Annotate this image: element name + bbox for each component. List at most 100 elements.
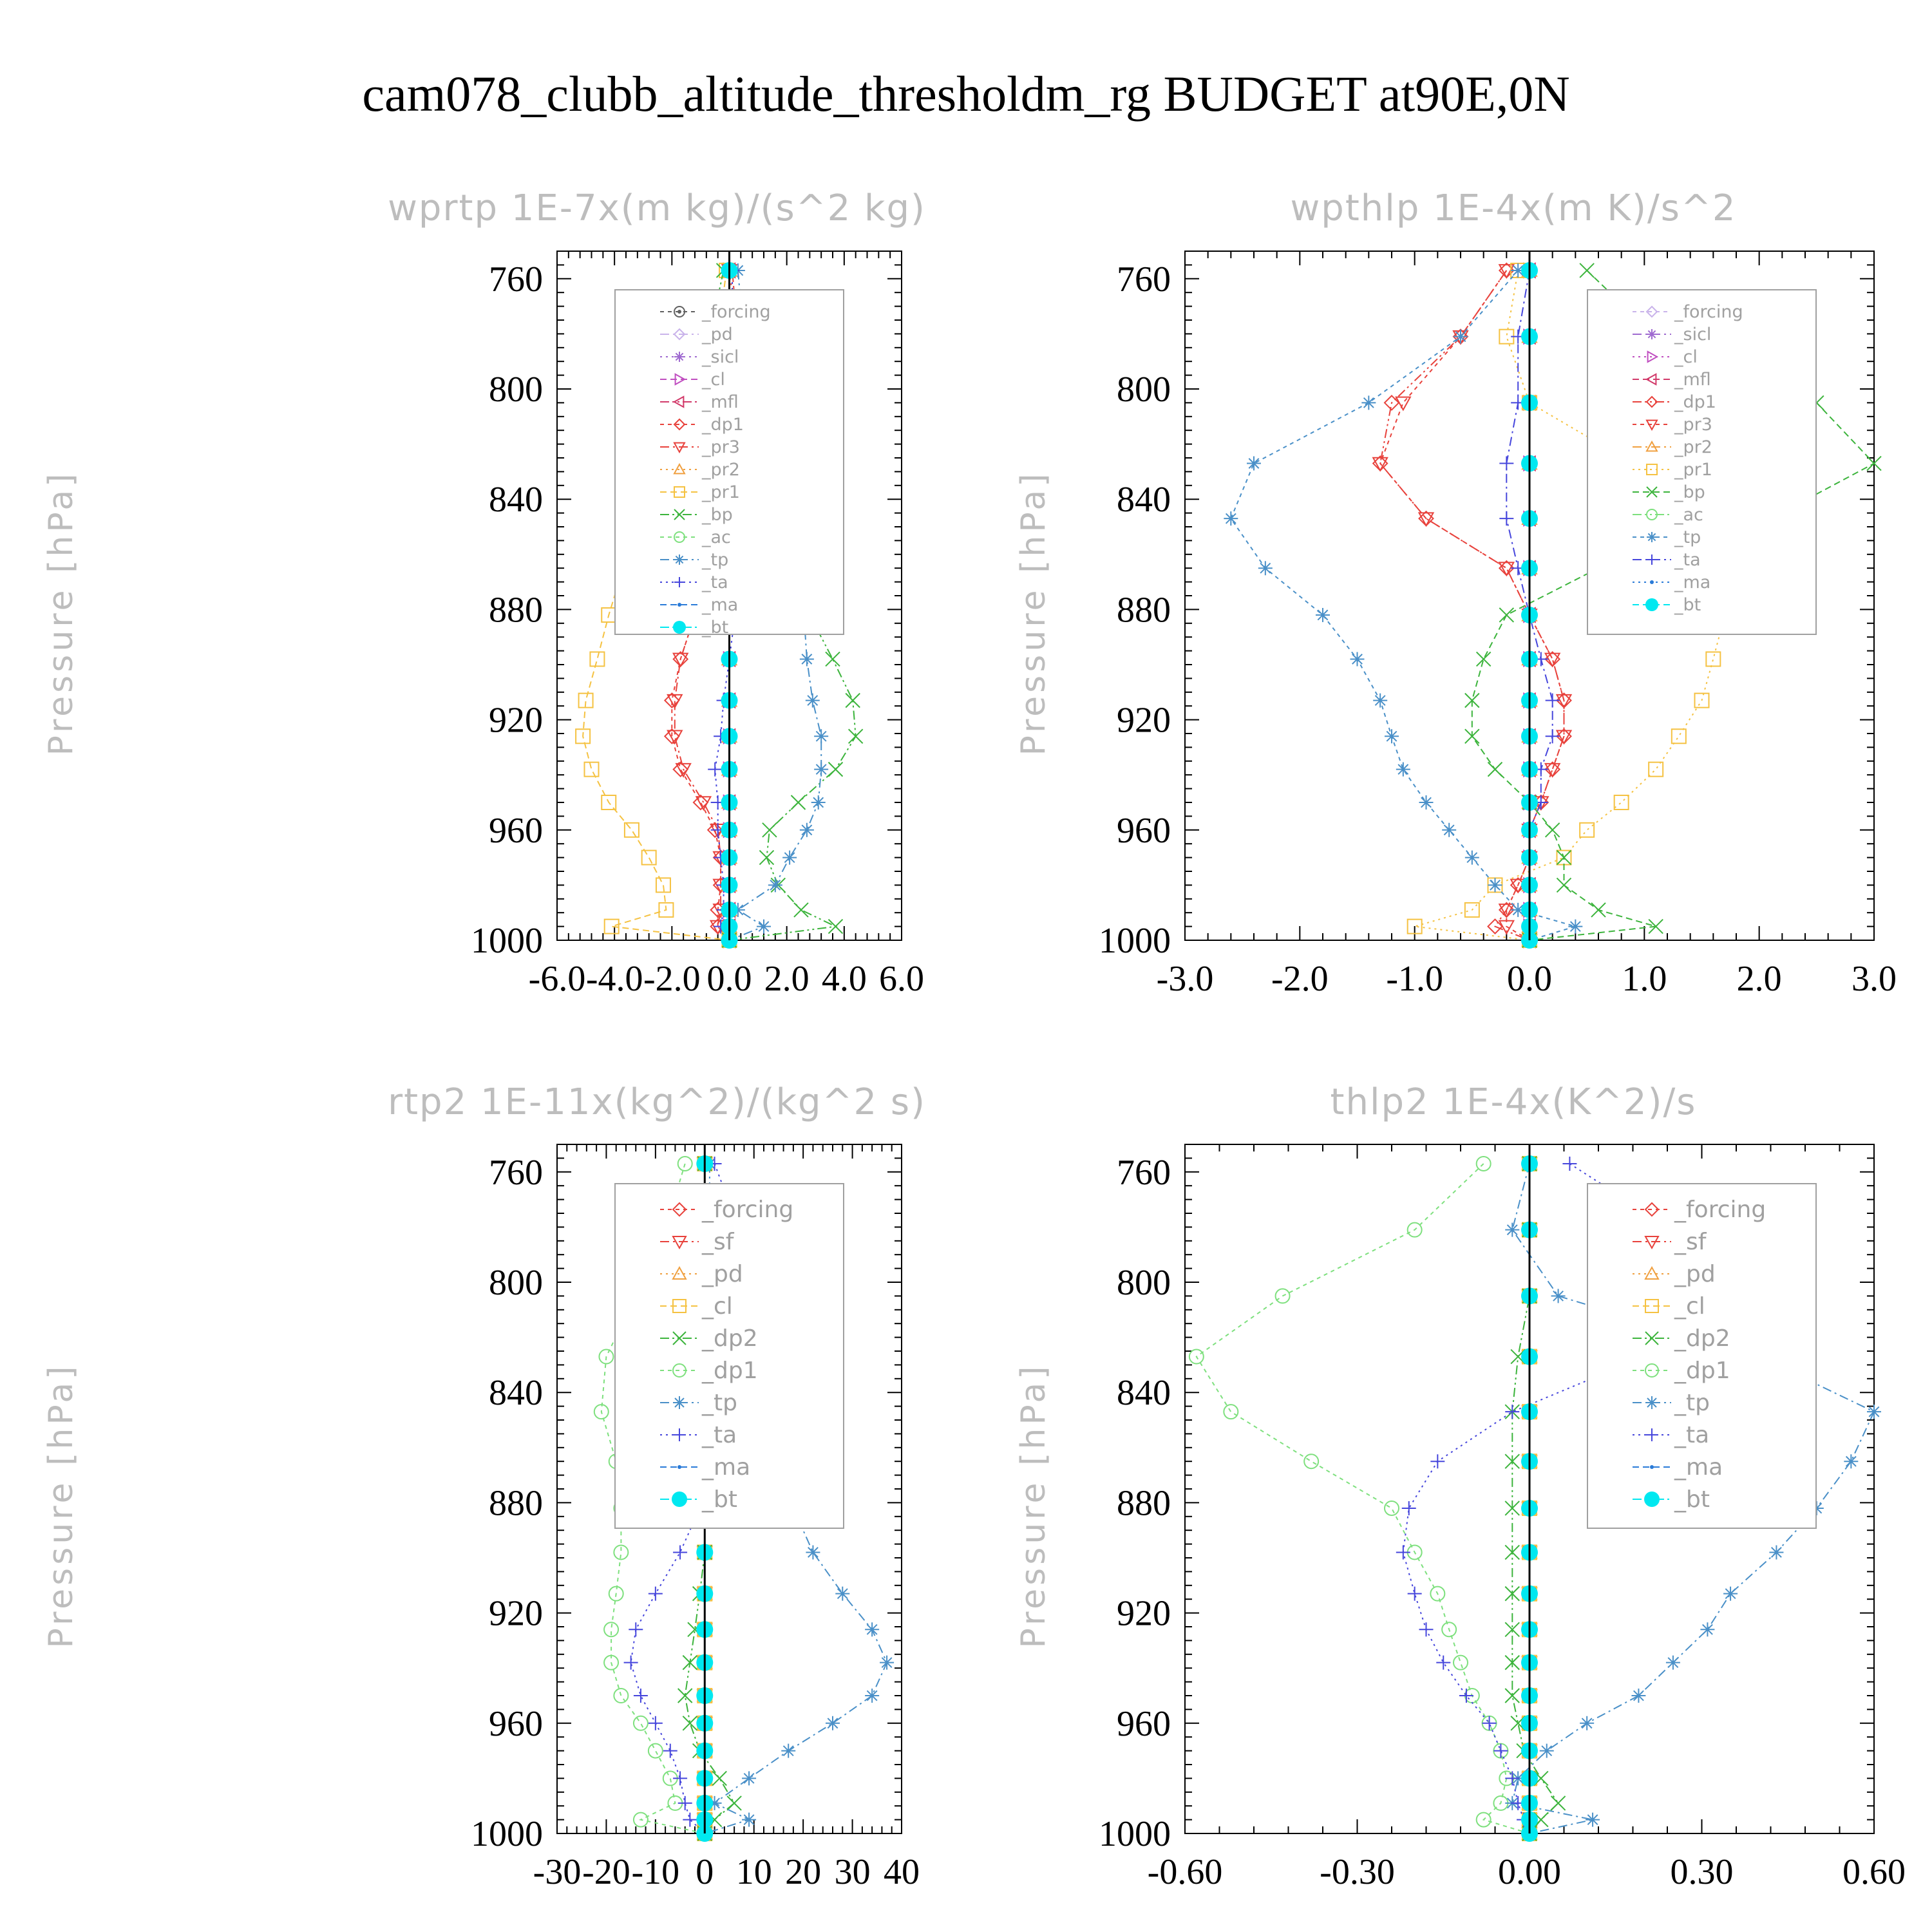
marker xyxy=(811,795,826,810)
y-tick-label: 880 xyxy=(1117,1483,1171,1523)
data-point xyxy=(1441,1622,1457,1638)
marker xyxy=(673,442,686,454)
marker xyxy=(1647,329,1657,339)
figure-title: cam078_clubb_altitude_thresholdm_rg BUDG… xyxy=(362,66,1569,122)
x-tick-label: -20 xyxy=(582,1852,630,1892)
data-point xyxy=(1498,904,1515,918)
panel-wpthlp: wpthlp 1E-4x(m K)/s^2 Pressure [hPa] 760… xyxy=(1014,187,1897,999)
legend-label: _ac xyxy=(701,527,731,547)
marker xyxy=(674,486,685,498)
marker xyxy=(1464,692,1480,708)
marker xyxy=(613,1688,629,1703)
series-pr3 xyxy=(1372,264,1573,949)
marker xyxy=(1488,878,1502,893)
data-point xyxy=(814,729,829,744)
marker xyxy=(1645,373,1657,386)
legend-entry: _ma xyxy=(1633,573,1710,592)
marker xyxy=(1556,877,1572,893)
legend-marker xyxy=(673,1428,686,1441)
marker xyxy=(1436,1655,1451,1670)
marker xyxy=(672,1265,687,1280)
x-tick-label: 1.0 xyxy=(1622,959,1667,999)
legend-label: _dp1 xyxy=(1674,1358,1730,1384)
data-point xyxy=(1384,1500,1399,1516)
marker xyxy=(672,652,689,668)
legend-entry: _pd xyxy=(660,1261,743,1287)
data-point xyxy=(1556,849,1572,866)
legend-marker xyxy=(674,577,685,587)
marker xyxy=(658,902,674,918)
series-line xyxy=(1379,270,1565,941)
data-point xyxy=(655,877,671,893)
marker xyxy=(742,1812,757,1827)
legend-entry: _pr1 xyxy=(660,482,740,502)
data-point xyxy=(806,1545,820,1560)
data-point xyxy=(589,651,605,667)
data-point xyxy=(601,795,617,810)
marker xyxy=(865,1689,880,1703)
data-point xyxy=(865,1622,880,1637)
marker xyxy=(623,1655,638,1670)
marker xyxy=(742,1771,757,1786)
legend-marker xyxy=(674,306,685,317)
legend: _forcing _sicl_cl _mfl_dp1 _pr3_pr2 _pr1_bp _… xyxy=(1587,289,1817,635)
marker xyxy=(1613,795,1629,810)
data-point xyxy=(1430,1454,1445,1469)
legend-label: _pd xyxy=(701,325,733,345)
legend-entry: _bt xyxy=(1633,1486,1710,1513)
legend-label: _ma xyxy=(1674,573,1710,592)
marker xyxy=(1499,607,1515,623)
legend-marker xyxy=(672,1363,687,1378)
legend-entry: _pr2 xyxy=(1633,437,1712,457)
legend-label: _tp xyxy=(1674,1390,1710,1416)
marker xyxy=(1419,1622,1434,1637)
legend-entry: _dp2 xyxy=(1633,1325,1730,1352)
marker xyxy=(648,1586,663,1601)
legend-box xyxy=(1587,289,1817,635)
legend-label: _dp2 xyxy=(1674,1325,1730,1352)
marker xyxy=(647,1743,663,1759)
plot-area: 760 800 840 880 920 960 1000-30 -20 -10 0 10 20 30 40… xyxy=(471,1144,920,1892)
legend-entry: _tp xyxy=(1633,1390,1710,1416)
data-point xyxy=(1504,1454,1520,1469)
marker xyxy=(1430,1454,1445,1469)
data-point xyxy=(1396,1545,1410,1560)
marker xyxy=(1385,729,1399,744)
data-point xyxy=(1511,263,1526,278)
legend-marker xyxy=(1646,464,1658,475)
data-point xyxy=(814,762,829,777)
legend-marker xyxy=(1644,1236,1660,1250)
marker xyxy=(1645,1363,1659,1378)
legend-label: _ac xyxy=(1674,505,1703,525)
y-tick-label: 960 xyxy=(1117,811,1171,851)
marker xyxy=(1224,511,1238,526)
legend-entry: _ma xyxy=(660,1454,750,1481)
data-point xyxy=(1769,1545,1784,1560)
data-point xyxy=(782,850,797,865)
marker xyxy=(1648,761,1664,777)
marker xyxy=(1700,1622,1715,1637)
y-tick-label: 880 xyxy=(489,1483,543,1523)
legend-entry: _ac xyxy=(1633,505,1703,525)
marker xyxy=(632,1812,649,1828)
legend-label: _forcing xyxy=(1674,302,1743,322)
marker xyxy=(674,373,687,386)
legend-box xyxy=(1587,1183,1817,1529)
data-point xyxy=(1459,1689,1473,1703)
marker xyxy=(825,651,840,667)
marker xyxy=(1493,1743,1508,1758)
data-point xyxy=(1723,1586,1738,1601)
data-point xyxy=(1568,919,1583,934)
marker xyxy=(1645,305,1658,318)
data-point xyxy=(583,761,600,777)
data-point xyxy=(1504,1501,1520,1516)
data-point xyxy=(811,795,826,810)
legend-entry: _sicl xyxy=(660,347,739,367)
panel-wprtp: wprtp 1E-7x(m kg)/(s^2 kg) Pressure [hPa… xyxy=(42,187,925,999)
data-point xyxy=(706,822,723,838)
marker xyxy=(1430,1586,1446,1602)
legend-label: _ta xyxy=(701,1422,737,1448)
data-point xyxy=(1591,902,1606,918)
legend-marker xyxy=(673,1396,686,1409)
x-tick-label: 2.0 xyxy=(1737,959,1782,999)
